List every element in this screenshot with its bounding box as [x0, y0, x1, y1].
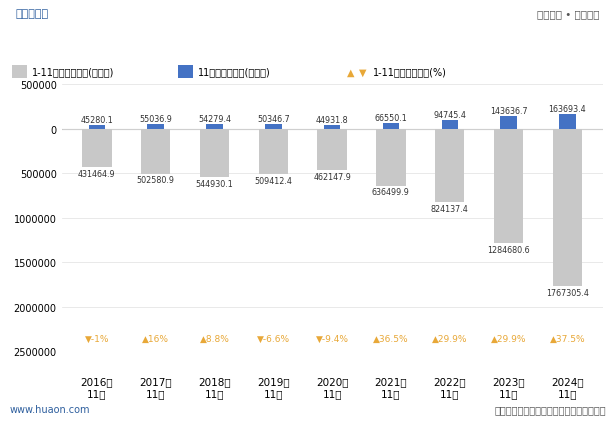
- Text: ▲29.9%: ▲29.9%: [491, 334, 526, 343]
- Text: ▲8.8%: ▲8.8%: [199, 334, 229, 343]
- Bar: [82, 130, 111, 168]
- Text: ▲36.5%: ▲36.5%: [373, 334, 409, 343]
- Text: ▼-6.6%: ▼-6.6%: [256, 334, 290, 343]
- Text: 636499.9: 636499.9: [372, 188, 410, 197]
- Bar: [559, 115, 576, 130]
- Text: 50346.7: 50346.7: [257, 115, 290, 124]
- Bar: [258, 130, 288, 175]
- Text: 54279.4: 54279.4: [198, 115, 231, 124]
- Text: 11月进出口总额(万美元): 11月进出口总额(万美元): [198, 67, 271, 78]
- Text: 华经情报网: 华经情报网: [15, 9, 49, 19]
- Bar: [141, 130, 170, 174]
- Text: 462147.9: 462147.9: [313, 172, 351, 181]
- Text: 824137.4: 824137.4: [431, 204, 469, 213]
- Bar: [383, 124, 399, 130]
- Text: 1-11月进出口总额(万美元): 1-11月进出口总额(万美元): [31, 67, 114, 78]
- Text: www.huaon.com: www.huaon.com: [9, 404, 90, 414]
- Text: 专业严谨 • 客观科学: 专业严谨 • 客观科学: [537, 9, 600, 19]
- Bar: [12, 66, 27, 79]
- Text: 1284680.6: 1284680.6: [487, 245, 530, 254]
- Bar: [501, 117, 517, 130]
- Text: 44931.8: 44931.8: [315, 115, 349, 124]
- Text: ▲29.9%: ▲29.9%: [432, 334, 467, 343]
- Bar: [442, 121, 458, 130]
- Text: 1767305.4: 1767305.4: [546, 288, 589, 297]
- Bar: [553, 130, 582, 286]
- Text: 163693.4: 163693.4: [549, 105, 586, 114]
- Text: 2016-2024年11月满洲里海关进出口总额: 2016-2024年11月满洲里海关进出口总额: [177, 37, 438, 55]
- Text: 数据来源：中国海关、华经产业研究院整理: 数据来源：中国海关、华经产业研究院整理: [494, 404, 606, 414]
- Bar: [200, 130, 229, 178]
- Text: 143636.7: 143636.7: [490, 107, 528, 116]
- Text: 544930.1: 544930.1: [196, 179, 233, 189]
- Bar: [317, 130, 347, 170]
- Bar: [494, 130, 523, 244]
- Bar: [89, 126, 105, 130]
- Text: ▼-1%: ▼-1%: [84, 334, 109, 343]
- Text: 66550.1: 66550.1: [375, 114, 407, 123]
- Text: 94745.4: 94745.4: [434, 111, 466, 120]
- Text: ▲16%: ▲16%: [142, 334, 169, 343]
- Text: 55036.9: 55036.9: [139, 115, 172, 124]
- Text: ▼-9.4%: ▼-9.4%: [315, 334, 349, 343]
- Text: 431464.9: 431464.9: [78, 170, 116, 178]
- Bar: [178, 66, 193, 79]
- Bar: [376, 130, 406, 186]
- Bar: [324, 126, 340, 130]
- Bar: [435, 130, 464, 203]
- Bar: [148, 125, 164, 130]
- Text: 509412.4: 509412.4: [255, 176, 292, 185]
- Text: ▲37.5%: ▲37.5%: [550, 334, 585, 343]
- Text: ▼: ▼: [359, 67, 366, 78]
- Text: ▲: ▲: [347, 67, 354, 78]
- Bar: [206, 125, 223, 130]
- Text: 1-11月同比增长率(%): 1-11月同比增长率(%): [373, 67, 446, 78]
- Text: 45280.1: 45280.1: [81, 115, 113, 124]
- Bar: [265, 125, 282, 130]
- Text: 502580.9: 502580.9: [137, 176, 175, 185]
